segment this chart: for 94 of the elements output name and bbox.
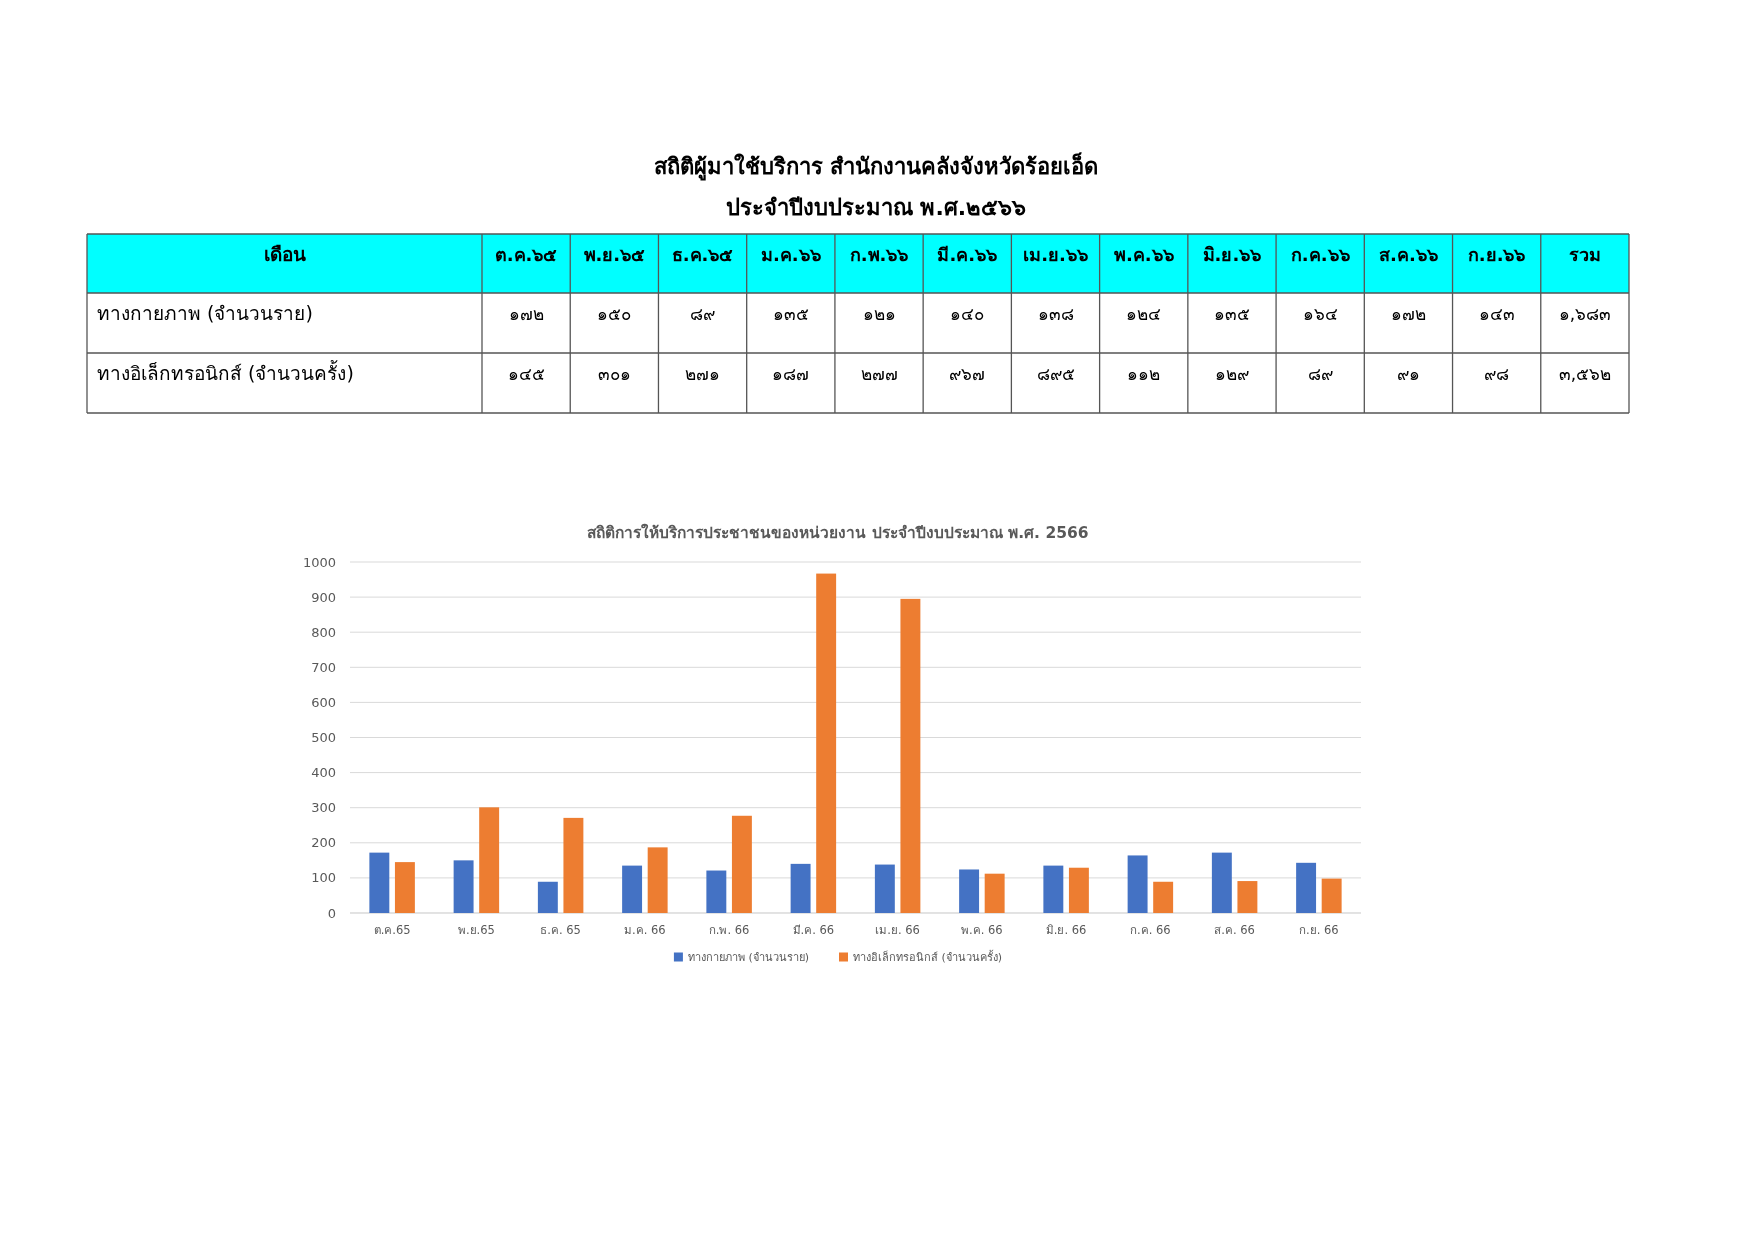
category-label: เม.ย.๖๖ [1023, 243, 1088, 265]
data-label: ๒๗๑ [685, 364, 721, 384]
data-label: ๘๙ [690, 304, 716, 324]
x-tick-label: ก.ย. 66 [1299, 923, 1339, 937]
x-tick-label: ม.ค. 66 [624, 923, 666, 937]
bar [1211, 852, 1232, 913]
data-label: ๙๑ [1396, 364, 1420, 384]
data-label: ๑๔๕ [507, 364, 545, 384]
data-label: ๑๑๒ [1127, 364, 1161, 384]
x-tick-label: พ.ค. 66 [961, 923, 1003, 937]
x-tick-label: ธ.ค. 65 [540, 923, 581, 937]
bar [874, 864, 895, 913]
text: ประจำปีงบประมาณ พ.ศ.๒๕๖๖ [725, 194, 1027, 220]
category-label: พ.ย.๖๕ [583, 243, 646, 265]
bar [647, 847, 668, 913]
data-label: ๘๙๕ [1036, 364, 1075, 384]
bar [706, 870, 727, 913]
data-label: ๑๒๙ [1214, 364, 1249, 384]
y-tick-label: 400 [311, 765, 336, 781]
data-label: ๑๗๒ [508, 304, 544, 324]
category-label: ม.ค.๖๖ [760, 243, 821, 265]
data-label: ๑๗๒ [1390, 304, 1426, 324]
bar [1043, 865, 1064, 913]
bar [453, 860, 474, 913]
bar [394, 862, 415, 913]
text: สถิติผู้มาใช้บริการ สำนักงานคลังจังหวัดร้อยเอ็ด [653, 151, 1099, 181]
data-label: ๘๙ [1307, 364, 1333, 384]
data-label: ๑๔๓ [1478, 304, 1515, 324]
x-tick-label: ก.พ. 66 [708, 923, 750, 937]
bar [959, 869, 980, 913]
bar [1237, 881, 1258, 913]
category-label: ธ.ค.๖๕ [671, 243, 734, 265]
data-label: ๓,๕๖๒ [1558, 364, 1612, 384]
data-label: ๙๖๗ [949, 364, 986, 384]
data-label: ๑๘๗ [772, 364, 810, 384]
legend-label: ทางอิเล็กทรอนิกส์ (จำนวนครั้ง) [853, 948, 1003, 964]
y-tick-label: 900 [311, 589, 336, 605]
category-label: มิ.ย.๖๖ [1202, 243, 1262, 265]
legend-label: ทางกายภาพ (จำนวนราย) [687, 950, 809, 964]
y-tick-label: 800 [311, 624, 336, 640]
category-label: ก.ย.๖๖ [1467, 243, 1526, 265]
bar [1296, 862, 1317, 913]
data-label: ๑๓๕ [772, 304, 809, 324]
x-tick-label: ต.ค.65 [373, 923, 411, 937]
bar [1068, 867, 1089, 913]
x-tick-label: ส.ค. 66 [1214, 923, 1255, 937]
bar [984, 873, 1005, 913]
category-label: พ.ค.๖๖ [1113, 243, 1174, 265]
data-label: ๑๓๕ [1213, 304, 1250, 324]
bar [1127, 855, 1148, 913]
category-label: ก.ค.๖๖ [1290, 243, 1350, 265]
y-tick-label: 0 [327, 905, 336, 921]
data-label: ๑๒๔ [1126, 304, 1162, 324]
category-label: ก.พ.๖๖ [849, 243, 909, 265]
y-tick-label: 200 [311, 835, 336, 851]
data-label: ๑๒๑ [862, 304, 896, 324]
category-label: รวม [1568, 243, 1601, 265]
bar [790, 863, 811, 913]
bar [369, 852, 390, 913]
bar [537, 881, 558, 913]
x-tick-label: เม.ย. 66 [875, 923, 920, 937]
text: เดือน [263, 243, 306, 265]
data-label: ๑๓๘ [1037, 304, 1074, 324]
text: ทางกายภาพ (จำนวนราย) [97, 302, 313, 324]
bar [479, 807, 500, 913]
bar [731, 815, 752, 913]
y-tick-label: 700 [311, 659, 336, 675]
bar [1153, 881, 1174, 913]
chart-title: สถิติการให้บริการประชาชนของหน่วยงาน ประจำปีงบประมาณ พ.ศ. 2566 [587, 523, 1089, 542]
y-tick-label: 100 [311, 870, 336, 886]
y-tick-label: 1000 [302, 554, 336, 570]
bar [816, 573, 837, 913]
x-tick-label: พ.ย.65 [457, 923, 495, 937]
bar [622, 865, 643, 913]
data-label: ๒๗๗ [860, 364, 898, 384]
text: ทางอิเล็กทรอนิกส์ (จำนวนครั้ง) [97, 360, 354, 384]
x-tick-label: ก.ค. 66 [1130, 923, 1171, 937]
bar [563, 817, 584, 913]
data-label: ๑๔๐ [950, 304, 985, 324]
y-tick-label: 600 [311, 694, 336, 710]
y-tick-label: 500 [311, 730, 336, 745]
bar [900, 598, 921, 913]
data-label: ๑๕๐ [597, 304, 632, 324]
category-label: ต.ค.๖๕ [494, 243, 558, 265]
x-tick-label: มี.ค. 66 [792, 923, 835, 937]
y-tick-label: 300 [311, 800, 336, 816]
bar [1321, 878, 1342, 913]
x-tick-label: มิ.ย. 66 [1045, 923, 1087, 937]
category-label: มี.ค.๖๖ [937, 243, 998, 265]
data-label: ๓๐๑ [597, 364, 631, 384]
category-label: ส.ค.๖๖ [1379, 243, 1438, 265]
data-label: ๑,๖๘๓ [1558, 304, 1612, 324]
data-label: ๙๘ [1484, 364, 1510, 384]
data-label: ๑๖๔ [1302, 304, 1338, 324]
